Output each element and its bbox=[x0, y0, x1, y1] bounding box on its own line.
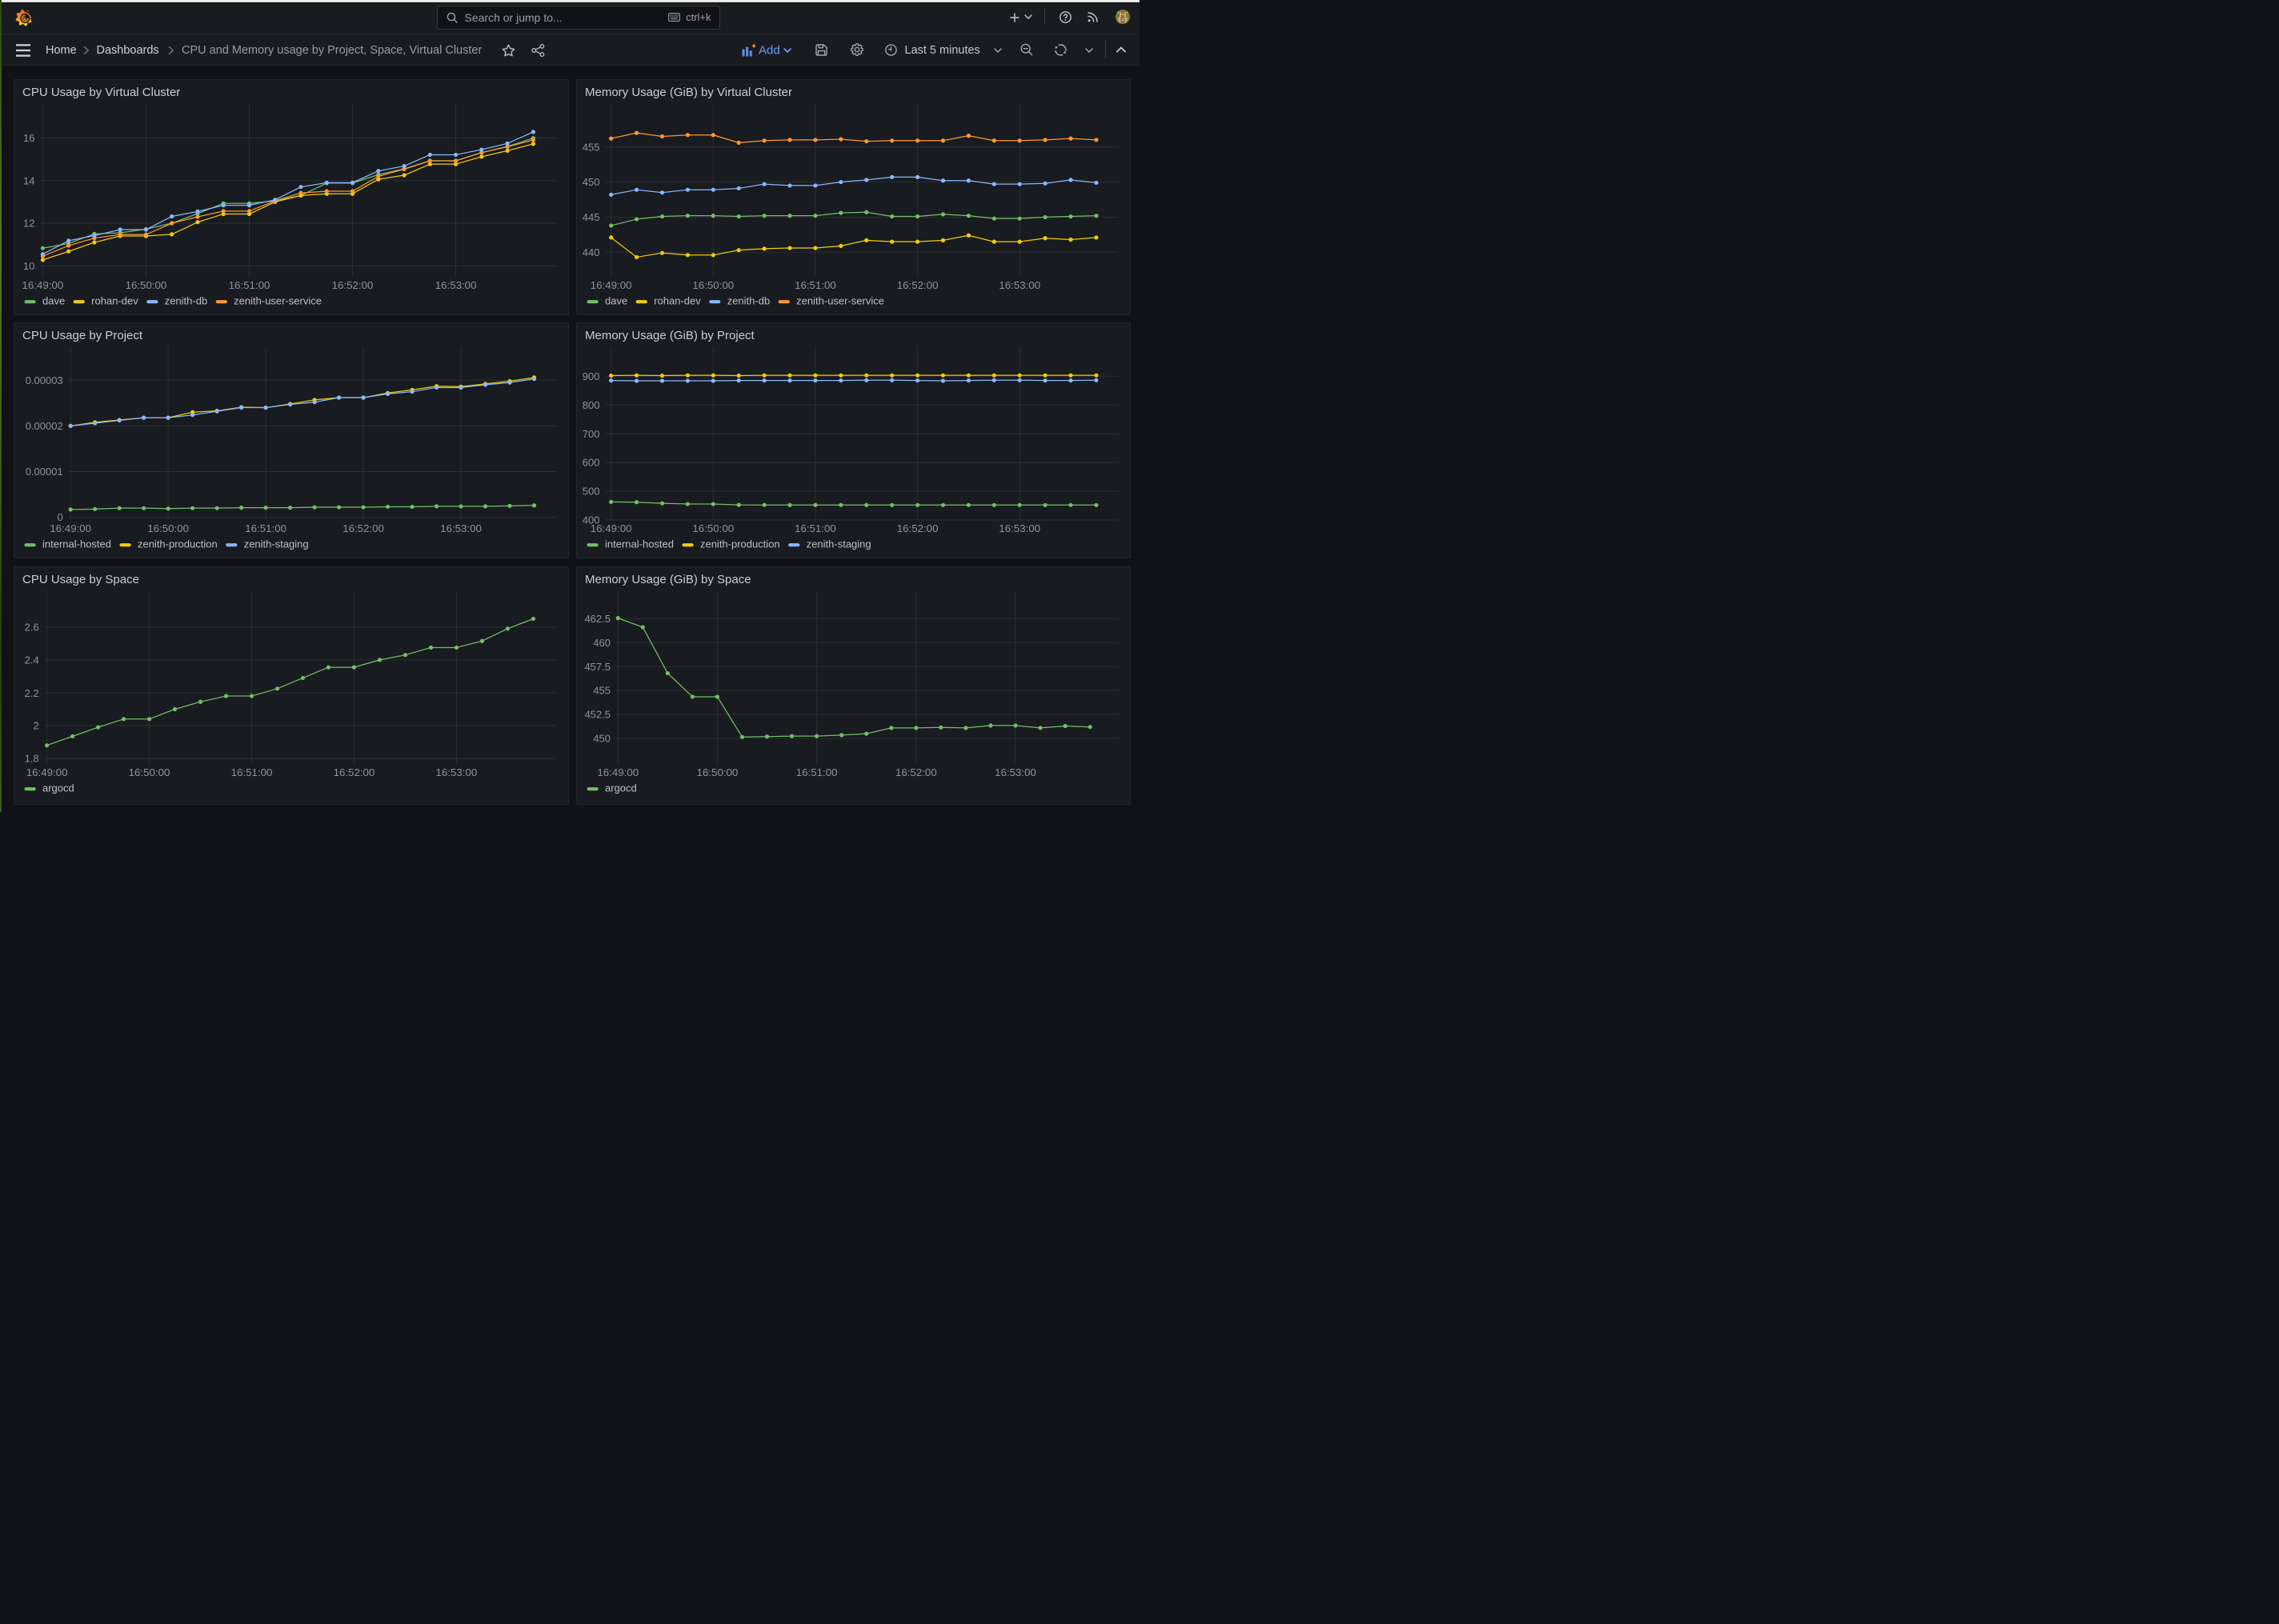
svg-text:16:50:00: 16:50:00 bbox=[126, 279, 167, 291]
svg-text:rohan-dev: rohan-dev bbox=[91, 295, 138, 307]
svg-text:450: 450 bbox=[593, 732, 611, 744]
svg-text:462.5: 462.5 bbox=[584, 612, 611, 624]
svg-text:900: 900 bbox=[583, 370, 600, 382]
svg-text:16: 16 bbox=[23, 132, 34, 144]
svg-text:16:53:00: 16:53:00 bbox=[440, 522, 482, 534]
svg-text:internal-hosted: internal-hosted bbox=[42, 538, 111, 550]
svg-text:12: 12 bbox=[23, 218, 34, 230]
svg-text:400: 400 bbox=[583, 514, 600, 526]
svg-text:16:52:00: 16:52:00 bbox=[332, 279, 374, 291]
svg-text:455: 455 bbox=[583, 141, 600, 153]
svg-text:16:50:00: 16:50:00 bbox=[692, 279, 734, 291]
svg-text:16:52:00: 16:52:00 bbox=[334, 766, 375, 778]
svg-text:16:50:00: 16:50:00 bbox=[147, 522, 189, 534]
svg-text:16:53:00: 16:53:00 bbox=[436, 766, 478, 778]
svg-text:2.2: 2.2 bbox=[25, 686, 39, 698]
svg-text:16:52:00: 16:52:00 bbox=[895, 766, 937, 778]
svg-text:16:51:00: 16:51:00 bbox=[231, 766, 273, 778]
svg-text:16:49:00: 16:49:00 bbox=[597, 766, 639, 778]
svg-text:argocd: argocd bbox=[605, 782, 637, 794]
svg-text:16:49:00: 16:49:00 bbox=[591, 279, 632, 291]
svg-text:16:52:00: 16:52:00 bbox=[342, 522, 384, 534]
svg-text:16:51:00: 16:51:00 bbox=[796, 766, 838, 778]
svg-text:10: 10 bbox=[23, 260, 34, 272]
svg-text:dave: dave bbox=[605, 295, 627, 307]
svg-text:800: 800 bbox=[583, 399, 600, 411]
svg-text:16:49:00: 16:49:00 bbox=[22, 279, 64, 291]
svg-text:455: 455 bbox=[593, 684, 611, 696]
svg-text:440: 440 bbox=[583, 246, 600, 258]
svg-text:16:49:00: 16:49:00 bbox=[26, 766, 68, 778]
svg-text:0.00001: 0.00001 bbox=[26, 466, 63, 478]
svg-text:457.5: 457.5 bbox=[584, 660, 611, 672]
svg-text:16:50:00: 16:50:00 bbox=[692, 522, 734, 534]
svg-text:700: 700 bbox=[583, 428, 600, 440]
svg-text:445: 445 bbox=[583, 211, 600, 223]
svg-text:0.00002: 0.00002 bbox=[26, 420, 63, 432]
svg-text:16:53:00: 16:53:00 bbox=[995, 766, 1036, 778]
svg-text:14: 14 bbox=[23, 174, 34, 186]
svg-text:16:50:00: 16:50:00 bbox=[129, 766, 170, 778]
svg-text:internal-hosted: internal-hosted bbox=[605, 538, 674, 550]
svg-text:zenith-user-service: zenith-user-service bbox=[234, 295, 322, 307]
svg-text:zenith-db: zenith-db bbox=[165, 295, 207, 307]
svg-text:zenith-db: zenith-db bbox=[727, 295, 770, 307]
svg-text:16:53:00: 16:53:00 bbox=[999, 522, 1040, 534]
svg-text:16:52:00: 16:52:00 bbox=[897, 279, 939, 291]
svg-text:zenith-staging: zenith-staging bbox=[807, 538, 871, 550]
svg-text:zenith-production: zenith-production bbox=[138, 538, 218, 550]
svg-text:16:52:00: 16:52:00 bbox=[897, 522, 939, 534]
svg-text:0.00003: 0.00003 bbox=[26, 374, 63, 386]
svg-text:16:50:00: 16:50:00 bbox=[697, 766, 739, 778]
svg-text:0: 0 bbox=[57, 511, 62, 523]
svg-text:460: 460 bbox=[593, 636, 611, 648]
svg-text:2: 2 bbox=[34, 719, 39, 731]
svg-text:1.8: 1.8 bbox=[25, 752, 39, 764]
svg-text:16:51:00: 16:51:00 bbox=[795, 279, 836, 291]
svg-text:450: 450 bbox=[583, 176, 600, 188]
svg-text:16:53:00: 16:53:00 bbox=[435, 279, 477, 291]
svg-text:rohan-dev: rohan-dev bbox=[654, 295, 701, 307]
svg-text:16:51:00: 16:51:00 bbox=[229, 279, 270, 291]
svg-text:16:53:00: 16:53:00 bbox=[999, 279, 1040, 291]
svg-text:argocd: argocd bbox=[42, 782, 74, 794]
svg-text:zenith-user-service: zenith-user-service bbox=[796, 295, 884, 307]
svg-text:16:51:00: 16:51:00 bbox=[795, 522, 836, 534]
svg-text:16:49:00: 16:49:00 bbox=[591, 522, 632, 534]
svg-text:2.4: 2.4 bbox=[25, 654, 39, 666]
svg-text:452.5: 452.5 bbox=[584, 708, 611, 720]
svg-text:zenith-production: zenith-production bbox=[700, 538, 780, 550]
svg-text:600: 600 bbox=[583, 457, 600, 469]
svg-text:16:49:00: 16:49:00 bbox=[50, 522, 91, 534]
svg-text:2.6: 2.6 bbox=[25, 621, 39, 633]
svg-text:dave: dave bbox=[42, 295, 65, 307]
svg-text:zenith-staging: zenith-staging bbox=[244, 538, 309, 550]
svg-text:500: 500 bbox=[583, 486, 600, 498]
svg-text:16:51:00: 16:51:00 bbox=[245, 522, 286, 534]
